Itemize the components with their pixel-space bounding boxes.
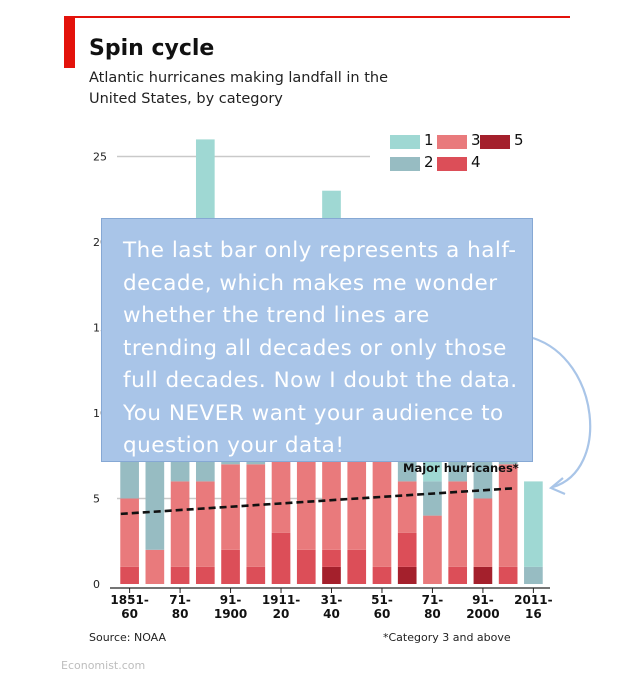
bar-segment-cat4 xyxy=(448,566,468,584)
x-tick-label-bottom: 1900 xyxy=(214,607,247,621)
chart-subtitle: Atlantic hurricanes making landfall in t… xyxy=(89,70,388,107)
annotation-text: The last bar only represents a half-deca… xyxy=(123,238,518,458)
x-tick-label-top: 2011- xyxy=(514,593,552,607)
x-tick-label-top: 71- xyxy=(422,593,444,607)
x-tick-label-top: 91- xyxy=(220,593,242,607)
x-tick-label-bottom: 60 xyxy=(121,607,138,621)
bar-segment-cat3 xyxy=(170,481,190,567)
bar-segment-cat4 xyxy=(195,566,215,584)
trend-line: Major hurricanes* xyxy=(120,461,519,516)
bar-segment-cat3 xyxy=(145,549,165,584)
legend-label: 2 xyxy=(424,153,434,171)
legend-swatch xyxy=(480,135,510,149)
x-axis-ticks: 1851-6071-8091-19001911-2031-4051-6071-8… xyxy=(110,588,553,621)
bar-segment-cat5 xyxy=(473,566,493,584)
y-tick-label: 0 xyxy=(93,578,100,591)
x-tick-label-top: 91- xyxy=(472,593,494,607)
y-tick-label: 25 xyxy=(93,151,107,164)
bar-segment-cat4 xyxy=(347,549,367,584)
legend-swatch xyxy=(390,135,420,149)
bar-segment-cat3 xyxy=(498,464,518,567)
bar-segment-cat4 xyxy=(271,532,291,584)
legend-label: 3 xyxy=(471,131,481,149)
bar-segment-cat4 xyxy=(221,549,240,584)
source-note: Source: NOAA xyxy=(89,631,167,644)
trend-label: Major hurricanes* xyxy=(403,461,519,475)
bar-segment-cat3 xyxy=(423,515,442,584)
bar-segment-cat3 xyxy=(221,464,240,550)
x-tick-label-top: 71- xyxy=(169,593,191,607)
bar-segment-cat4 xyxy=(498,566,518,584)
bar-segment-cat5 xyxy=(322,566,341,584)
x-tick-label-top: 51- xyxy=(371,593,393,607)
x-tick-label-bottom: 2000 xyxy=(466,607,499,621)
chart-title: Spin cycle xyxy=(89,36,215,61)
accent-tab xyxy=(64,18,75,68)
legend-swatch xyxy=(437,135,467,149)
x-tick-label-bottom: 60 xyxy=(374,607,391,621)
x-tick-label-top: 1851- xyxy=(110,593,148,607)
annotation-callout: The last bar only represents a half-deca… xyxy=(101,218,533,462)
bar-segment-cat3 xyxy=(448,481,468,567)
bar-segment-cat3 xyxy=(397,481,417,533)
legend-swatch xyxy=(437,157,467,171)
x-tick-label-top: 31- xyxy=(321,593,343,607)
brand-label: Economist.com xyxy=(61,659,146,672)
bar-segment-cat4 xyxy=(120,566,139,584)
bar-segment-cat4 xyxy=(397,532,417,567)
bar-segment-cat3 xyxy=(246,464,266,567)
x-tick-label-bottom: 80 xyxy=(424,607,441,621)
bar-segment-cat4 xyxy=(246,566,266,584)
bar-segment-cat3 xyxy=(195,481,215,567)
bar-segment-cat4 xyxy=(322,549,341,567)
bar-segment-cat2 xyxy=(423,481,442,516)
x-tick-label-bottom: 20 xyxy=(273,607,290,621)
y-tick-label: 5 xyxy=(93,493,100,506)
bar-segment-cat3 xyxy=(473,498,493,567)
x-tick-label-bottom: 16 xyxy=(525,607,542,621)
legend-label: 5 xyxy=(514,131,524,149)
x-tick-label-bottom: 80 xyxy=(172,607,189,621)
top-rule xyxy=(64,16,570,18)
legend-label: 4 xyxy=(471,153,481,171)
bar-segment-cat1 xyxy=(524,481,543,567)
x-tick-label-bottom: 40 xyxy=(323,607,340,621)
bar-segment-cat4 xyxy=(372,566,392,584)
bar-segment-cat2 xyxy=(524,566,543,584)
footnote: *Category 3 and above xyxy=(383,631,511,644)
bar-segment-cat4 xyxy=(296,549,316,584)
bar-segment-cat5 xyxy=(397,566,417,584)
x-tick-label-top: 1911- xyxy=(262,593,300,607)
bar-segment-cat4 xyxy=(170,566,190,584)
legend-swatch xyxy=(390,157,420,171)
legend-label: 1 xyxy=(424,131,434,149)
bar-segment-cat3 xyxy=(120,498,139,567)
